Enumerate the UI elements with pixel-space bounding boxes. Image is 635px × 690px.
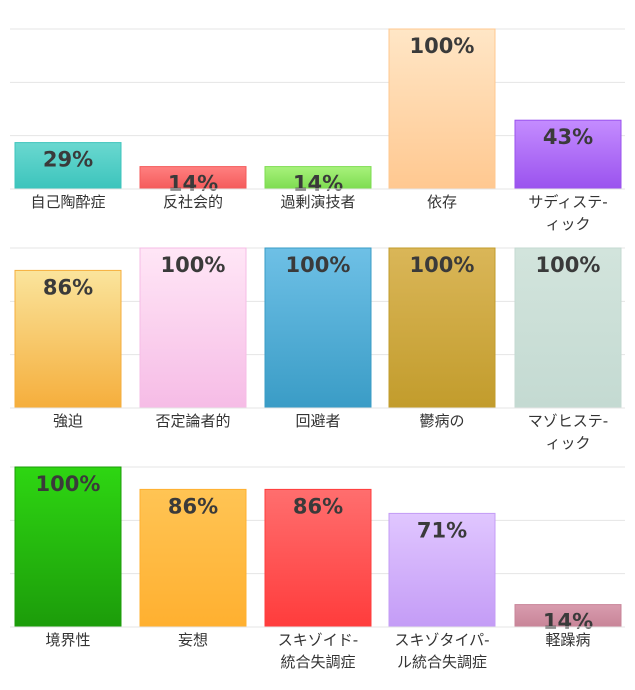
category-label: 自己陶酔症 — [30, 193, 105, 211]
category-label: 回避者 — [295, 412, 340, 430]
bar-value-label: 86% — [293, 494, 343, 518]
category-label: 境界性 — [45, 631, 90, 649]
category-label: スキゾイド- — [278, 631, 358, 649]
bar-value-label: 43% — [543, 125, 593, 149]
bar — [514, 247, 622, 409]
bar-value-label: 14% — [543, 610, 593, 634]
bar-value-label: 71% — [417, 518, 467, 542]
bar — [14, 466, 122, 628]
category-label: 軽躁病 — [545, 631, 590, 649]
bar-value-label: 100% — [36, 472, 101, 496]
bar-value-label: 14% — [293, 172, 343, 196]
category-label: 妄想 — [178, 631, 208, 649]
category-label: 依存 — [427, 193, 457, 211]
category-label: 否定論者的 — [155, 412, 230, 430]
category-label: ィック — [545, 434, 590, 452]
chart-panel-3: 100% 境界性 86% 妄想 86% スキゾイド- 統合失調症 71% スキゾタイパ- ル統合失… — [10, 466, 625, 671]
bar-value-label: 100% — [536, 253, 601, 277]
bar-value-label: 100% — [410, 34, 475, 58]
category-label: 反社会的 — [163, 193, 223, 211]
bar — [264, 488, 372, 628]
bar-value-label: 100% — [161, 253, 226, 277]
category-label: マゾヒステ- — [528, 412, 608, 430]
bar-value-label: 29% — [43, 148, 93, 172]
bar — [388, 247, 496, 409]
category-label: スキゾタイパ- — [394, 631, 489, 649]
bar-value-label: 100% — [410, 253, 475, 277]
chart-panel-1: 29%自己陶酔症14%反社会的14%過剰演技者100%依存43%サディステ-ィッ… — [10, 28, 625, 233]
bar-value-label: 100% — [286, 253, 351, 277]
category-label: サディステ- — [528, 193, 607, 211]
bar-value-label: 86% — [168, 494, 218, 518]
category-label: 強迫 — [53, 412, 83, 430]
bar — [14, 142, 122, 190]
bar-value-label: 86% — [43, 275, 93, 299]
category-label: ィック — [545, 215, 590, 233]
bar-value-label: 14% — [168, 172, 218, 196]
bar — [139, 247, 247, 409]
bar — [388, 512, 496, 628]
chart-panel-2: 86% 強迫 100% 否定論者的 100% 回避者 100% 鬱病の 100% マゾヒステ- ィッ… — [10, 247, 625, 452]
category-label: ル統合失調症 — [397, 653, 487, 671]
category-label: 統合失調症 — [280, 653, 355, 671]
category-label: 鬱病の — [419, 412, 464, 430]
category-label: 過剰演技者 — [280, 193, 355, 211]
